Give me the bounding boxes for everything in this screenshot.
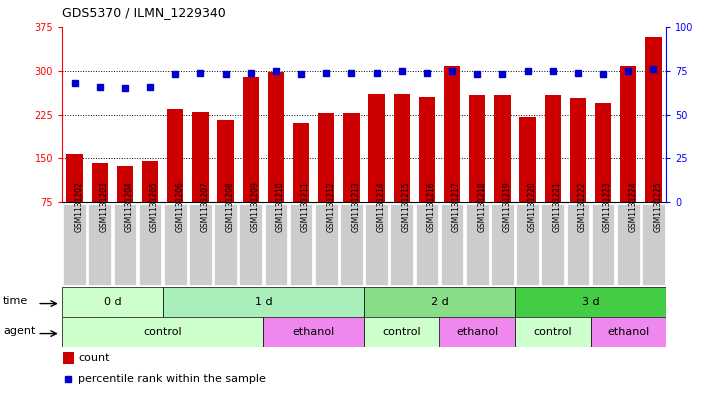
Text: time: time <box>3 296 28 306</box>
FancyBboxPatch shape <box>340 204 363 285</box>
Bar <box>263 317 364 347</box>
Bar <box>645 37 662 202</box>
Text: GSM1131219: GSM1131219 <box>503 181 511 232</box>
FancyBboxPatch shape <box>239 204 262 285</box>
Text: GSM1131207: GSM1131207 <box>200 181 209 232</box>
FancyBboxPatch shape <box>189 204 212 285</box>
Bar <box>364 287 515 317</box>
Bar <box>620 66 637 202</box>
Text: 1 d: 1 d <box>255 297 272 307</box>
Bar <box>515 287 666 317</box>
Text: 2 d: 2 d <box>430 297 448 307</box>
Bar <box>62 317 263 347</box>
Text: GSM1131217: GSM1131217 <box>452 181 461 232</box>
Bar <box>142 161 159 202</box>
FancyBboxPatch shape <box>441 204 464 285</box>
Bar <box>440 317 515 347</box>
Text: GSM1131221: GSM1131221 <box>553 181 562 231</box>
FancyBboxPatch shape <box>617 204 640 285</box>
FancyBboxPatch shape <box>63 204 86 285</box>
Text: 0 d: 0 d <box>104 297 121 307</box>
Bar <box>570 98 586 202</box>
FancyBboxPatch shape <box>164 204 187 285</box>
Bar <box>218 120 234 202</box>
FancyBboxPatch shape <box>466 204 489 285</box>
FancyBboxPatch shape <box>265 204 287 285</box>
Bar <box>469 95 485 202</box>
FancyBboxPatch shape <box>214 204 237 285</box>
FancyBboxPatch shape <box>567 204 589 285</box>
Bar <box>242 77 259 202</box>
FancyBboxPatch shape <box>89 204 111 285</box>
Bar <box>364 317 440 347</box>
Text: GSM1131208: GSM1131208 <box>226 181 234 232</box>
Bar <box>368 94 385 202</box>
Bar <box>267 72 284 202</box>
Text: GSM1131218: GSM1131218 <box>477 181 486 231</box>
FancyBboxPatch shape <box>541 204 564 285</box>
FancyBboxPatch shape <box>290 204 312 285</box>
Text: control: control <box>534 327 572 337</box>
Text: percentile rank within the sample: percentile rank within the sample <box>79 374 266 384</box>
Bar <box>293 123 309 202</box>
Bar <box>62 287 163 317</box>
Text: GSM1131204: GSM1131204 <box>125 181 134 232</box>
Bar <box>193 112 208 202</box>
Bar <box>163 287 364 317</box>
Text: GSM1131213: GSM1131213 <box>351 181 360 232</box>
Text: GSM1131206: GSM1131206 <box>175 181 185 232</box>
Text: agent: agent <box>3 325 35 336</box>
Text: GSM1131215: GSM1131215 <box>402 181 411 232</box>
Text: GSM1131216: GSM1131216 <box>427 181 436 232</box>
Bar <box>63 352 74 364</box>
Text: GSM1131205: GSM1131205 <box>150 181 159 232</box>
Bar <box>167 109 183 202</box>
Text: GSM1131220: GSM1131220 <box>528 181 536 232</box>
FancyBboxPatch shape <box>315 204 337 285</box>
Bar <box>544 95 561 202</box>
Bar <box>66 154 83 202</box>
FancyBboxPatch shape <box>592 204 614 285</box>
Bar <box>343 113 360 202</box>
Text: GSM1131224: GSM1131224 <box>628 181 637 232</box>
Text: GSM1131214: GSM1131214 <box>376 181 386 232</box>
Bar <box>595 103 611 202</box>
Bar <box>590 317 666 347</box>
FancyBboxPatch shape <box>516 204 539 285</box>
FancyBboxPatch shape <box>415 204 438 285</box>
Bar <box>394 94 410 202</box>
Bar <box>419 97 435 202</box>
Text: ethanol: ethanol <box>607 327 650 337</box>
Text: control: control <box>143 327 182 337</box>
Bar <box>444 66 460 202</box>
Text: control: control <box>382 327 421 337</box>
Text: GSM1131211: GSM1131211 <box>301 181 310 231</box>
FancyBboxPatch shape <box>114 204 136 285</box>
Bar <box>318 113 335 202</box>
Text: GSM1131203: GSM1131203 <box>99 181 109 232</box>
Bar <box>92 163 108 202</box>
Text: GSM1131222: GSM1131222 <box>578 181 587 231</box>
Text: count: count <box>79 353 110 363</box>
Text: GSM1131225: GSM1131225 <box>653 181 663 232</box>
Bar <box>494 95 510 202</box>
FancyBboxPatch shape <box>642 204 665 285</box>
Bar <box>515 317 590 347</box>
Text: GDS5370 / ILMN_1229340: GDS5370 / ILMN_1229340 <box>62 6 226 19</box>
Text: GSM1131209: GSM1131209 <box>251 181 260 232</box>
Bar <box>519 118 536 202</box>
Text: GSM1131202: GSM1131202 <box>74 181 84 232</box>
Text: GSM1131210: GSM1131210 <box>276 181 285 232</box>
Text: ethanol: ethanol <box>293 327 335 337</box>
FancyBboxPatch shape <box>366 204 388 285</box>
Text: GSM1131223: GSM1131223 <box>603 181 612 232</box>
Text: GSM1131212: GSM1131212 <box>326 181 335 231</box>
Text: 3 d: 3 d <box>582 297 599 307</box>
FancyBboxPatch shape <box>138 204 162 285</box>
FancyBboxPatch shape <box>491 204 514 285</box>
FancyBboxPatch shape <box>391 204 413 285</box>
Text: ethanol: ethanol <box>456 327 498 337</box>
Bar <box>117 166 133 202</box>
